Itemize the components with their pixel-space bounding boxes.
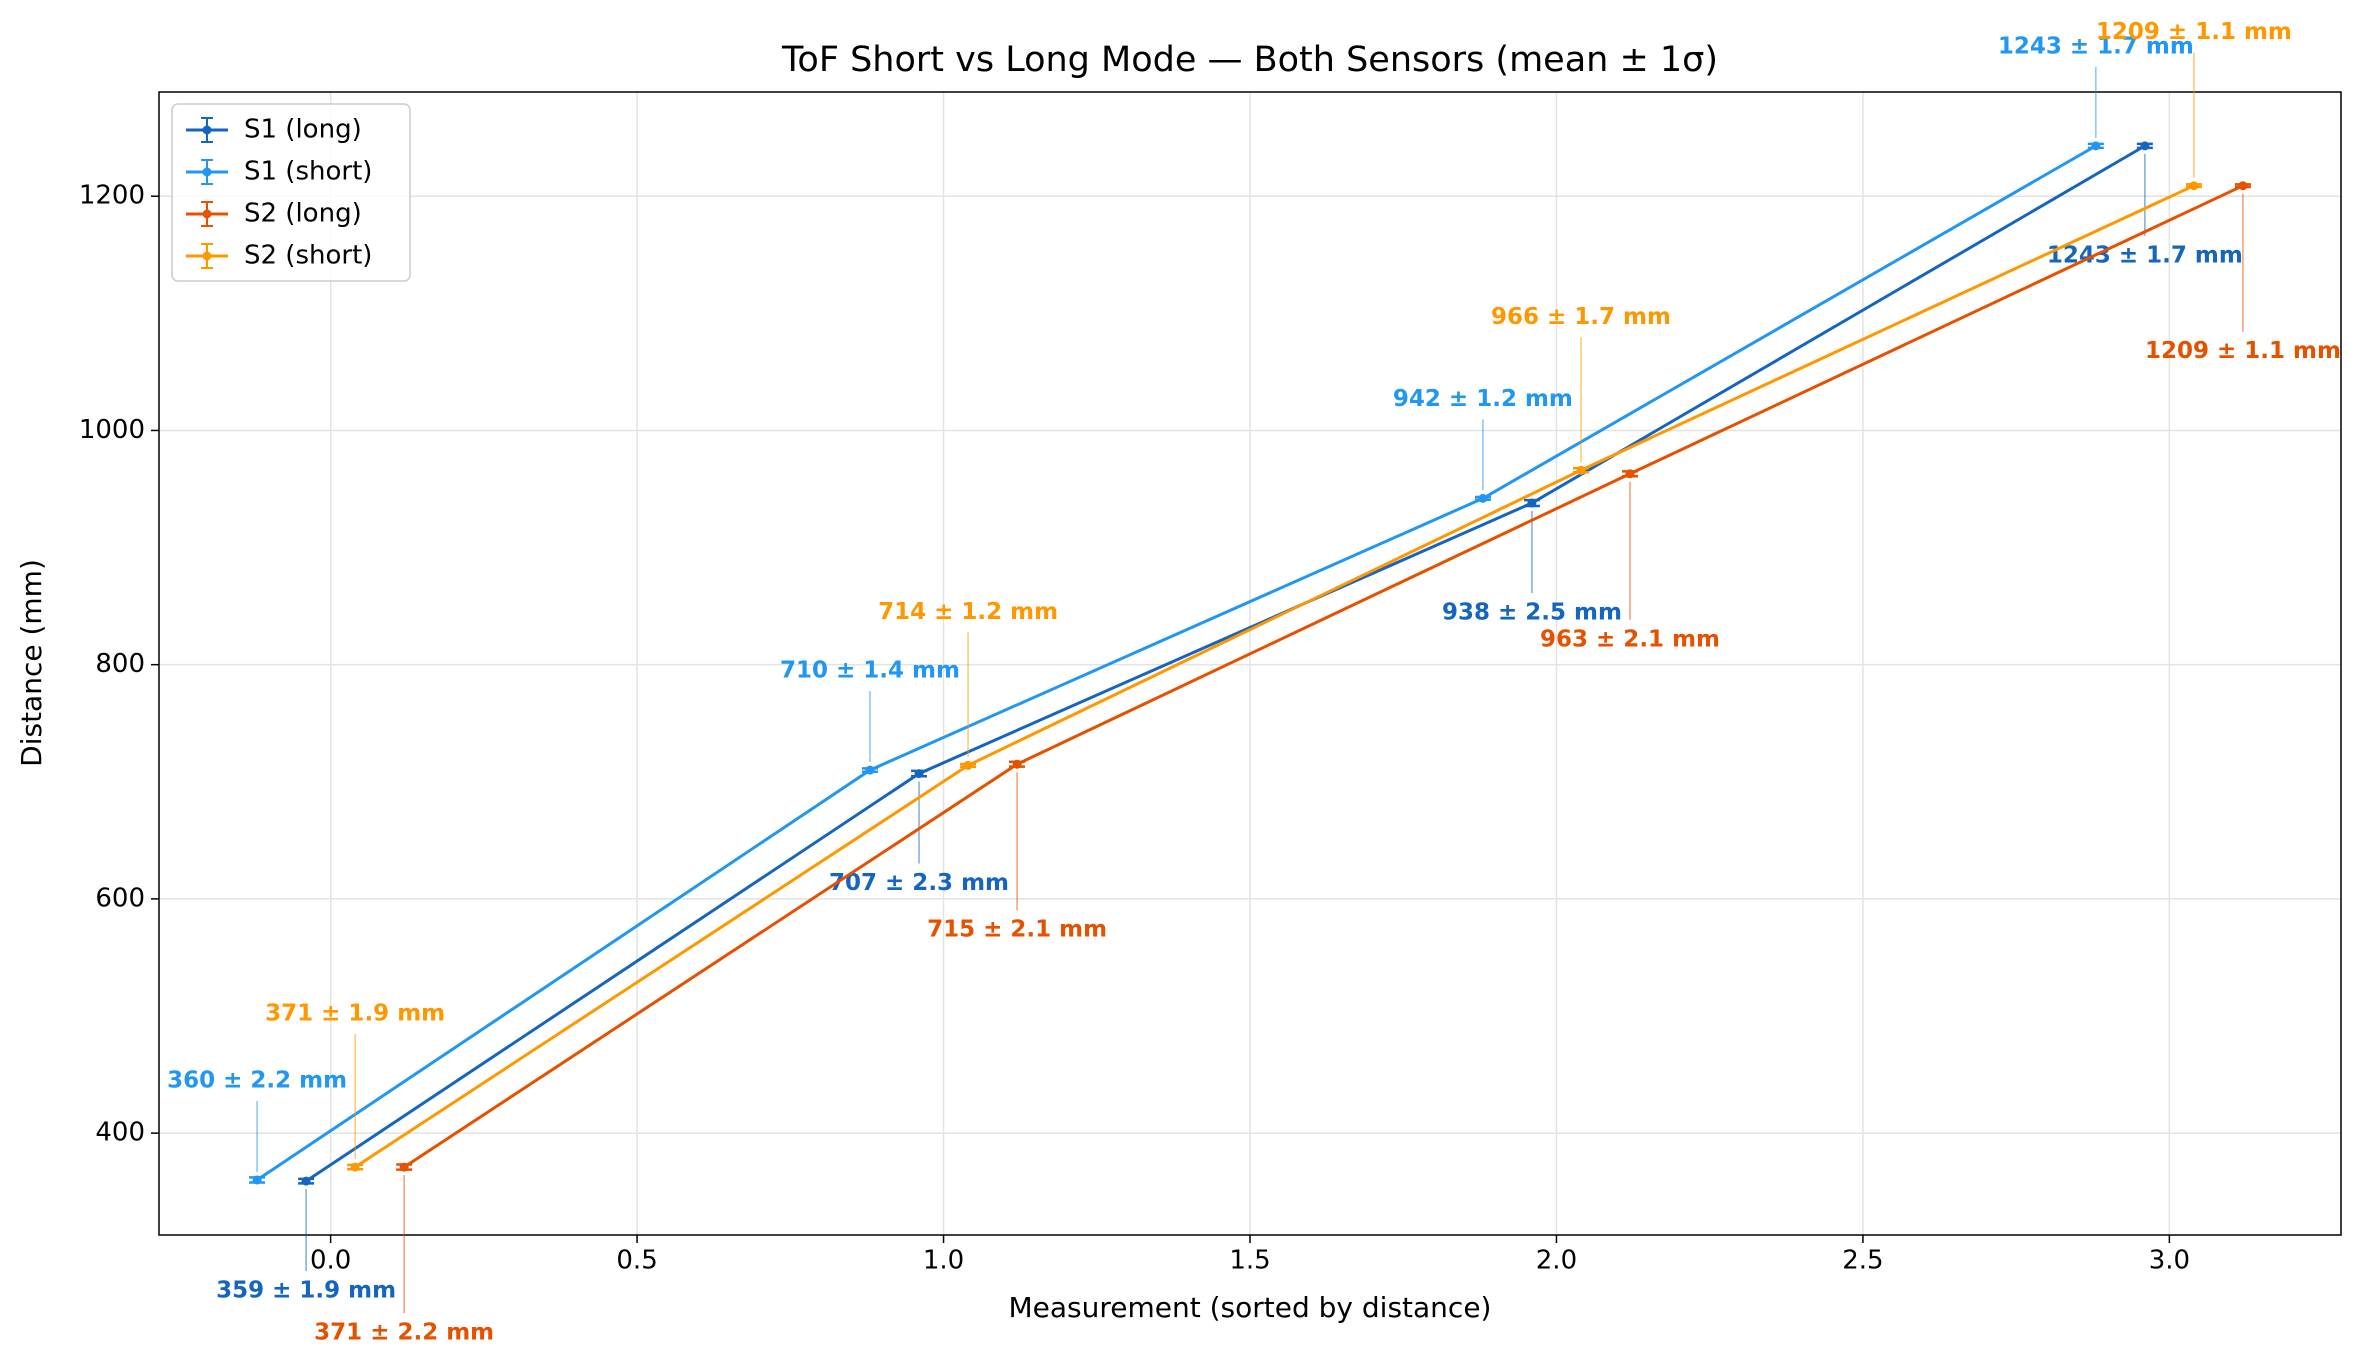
- point: [399, 1162, 409, 1172]
- x-tick-label: 2.0: [1536, 1246, 1577, 1276]
- point: [1625, 469, 1635, 479]
- series-line: [354, 184, 2195, 1169]
- value-label: 966 ± 1.7 mm: [1491, 304, 1671, 330]
- y-tick-label: 800: [95, 649, 145, 679]
- point: [1576, 465, 1586, 475]
- value-label: 371 ± 1.9 mm: [265, 1001, 445, 1027]
- y-tick-label: 1200: [79, 181, 145, 211]
- x-axis-label: Measurement (sorted by distance): [1009, 1291, 1492, 1324]
- legend-swatch-marker: [202, 125, 212, 135]
- legend-label: S2 (short): [244, 241, 372, 271]
- legend-label: S2 (long): [244, 199, 362, 229]
- x-tick-label: 1.5: [1229, 1246, 1270, 1276]
- legend-swatch-marker: [202, 251, 212, 261]
- value-label: 359 ± 1.9 mm: [216, 1278, 396, 1304]
- x-tick-label: 2.5: [1842, 1246, 1883, 1276]
- value-label: 371 ± 2.2 mm: [314, 1320, 494, 1346]
- value-label: 360 ± 2.2 mm: [167, 1067, 347, 1093]
- point: [2238, 181, 2248, 191]
- value-label: 942 ± 1.2 mm: [1393, 386, 1573, 412]
- value-label: 1209 ± 1.1 mm: [2145, 338, 2341, 364]
- value-label: 715 ± 2.1 mm: [927, 917, 1107, 943]
- chart-title: ToF Short vs Long Mode — Both Sensors (m…: [781, 40, 1718, 80]
- point: [2140, 141, 2150, 151]
- point: [252, 1175, 262, 1185]
- value-label: 710 ± 1.4 mm: [780, 658, 960, 684]
- legend-swatch-marker: [202, 167, 212, 177]
- legend-label: S1 (long): [244, 115, 362, 145]
- point: [2091, 141, 2101, 151]
- point: [914, 769, 924, 779]
- series-line: [403, 184, 2244, 1169]
- y-tick-label: 600: [95, 883, 145, 913]
- series-line: [256, 144, 2097, 1182]
- point: [1012, 759, 1022, 769]
- y-tick-label: 1000: [79, 415, 145, 445]
- legend-swatch-marker: [202, 209, 212, 219]
- value-label: 1209 ± 1.1 mm: [2096, 19, 2292, 45]
- series-line: [305, 144, 2146, 1183]
- point: [350, 1162, 360, 1172]
- value-label: 714 ± 1.2 mm: [878, 599, 1058, 625]
- x-tick-label: 3.0: [2149, 1246, 2190, 1276]
- legend-box: [171, 103, 411, 282]
- x-tick-label: 0.5: [616, 1246, 657, 1276]
- x-tick-label: 0.0: [310, 1246, 351, 1276]
- series: 371 ± 1.9 mm 714 ± 1.2 mm 966 ± 1.7 mm 1209…: [265, 19, 2292, 1172]
- point: [963, 760, 973, 770]
- value-label: 1243 ± 1.7 mm: [1998, 33, 2194, 59]
- point: [1478, 493, 1488, 503]
- point: [1527, 498, 1537, 508]
- value-label: 938 ± 2.5 mm: [1442, 600, 1622, 626]
- x-tick-label: 1.0: [923, 1246, 964, 1276]
- point: [2189, 181, 2199, 191]
- plot-frame: [158, 91, 2342, 1236]
- series: 360 ± 2.2 mm 710 ± 1.4 mm 942 ± 1.2 mm 1243…: [167, 33, 2194, 1185]
- y-axis-label: Distance (mm): [15, 559, 48, 767]
- point: [865, 765, 875, 775]
- y-tick-label: 400: [95, 1118, 145, 1148]
- value-label: 707 ± 2.3 mm: [829, 870, 1009, 896]
- value-label: 963 ± 2.1 mm: [1540, 626, 1720, 652]
- series: 371 ± 2.2 mm 715 ± 2.1 mm 963 ± 2.1 mm 1209…: [314, 181, 2341, 1346]
- legend-label: S1 (short): [244, 157, 372, 187]
- legend: S1 (long) S1 (short) S2 (long) S2 (short): [171, 103, 411, 282]
- point: [301, 1176, 311, 1186]
